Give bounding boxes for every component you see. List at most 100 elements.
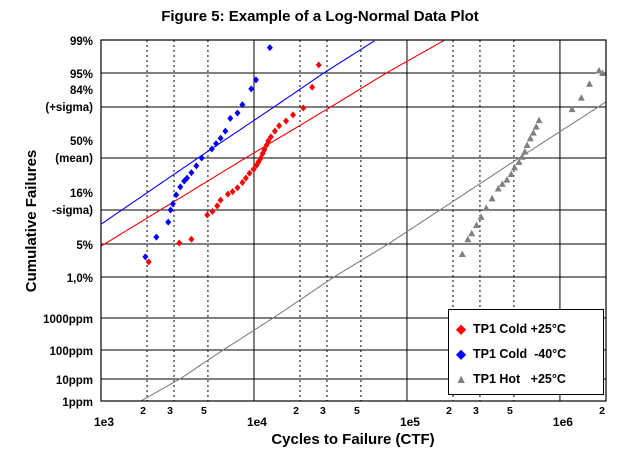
data-point [526, 134, 534, 142]
gray-triangle-marker-icon: ▲ [455, 371, 468, 386]
data-point [204, 211, 211, 219]
x-tick-label: 5 [354, 405, 360, 417]
data-point [252, 76, 259, 84]
data-point [188, 235, 195, 243]
fit-line-1 [100, 40, 375, 225]
data-point [523, 141, 531, 149]
data-point [224, 190, 231, 198]
data-point [498, 180, 506, 187]
x-tick-label: 2 [140, 405, 146, 417]
y-axis-label: Cumulative Failures [23, 150, 40, 293]
plot-frame [100, 39, 607, 402]
blue-diamond-marker-icon: ◆ [456, 347, 466, 361]
data-point [209, 208, 216, 216]
data-point [217, 196, 224, 204]
data-point [265, 137, 272, 145]
data-point [300, 104, 307, 112]
data-point [529, 129, 537, 136]
x-tick-label: 3 [473, 405, 479, 417]
data-point [142, 253, 149, 261]
data-point [229, 188, 236, 196]
fit-line-0 [100, 40, 445, 247]
data-point [568, 105, 576, 113]
x-tick-label: 5 [201, 405, 207, 417]
y-tick-label: 1,0% [67, 273, 93, 285]
data-point [283, 117, 290, 125]
legend-item-tp1-hot-25: ▲ TP1 Hot +25°C [449, 366, 603, 391]
x-axis-label: Cycles to Failure (CTF) [271, 431, 434, 448]
y-tick-label: 95% [70, 69, 93, 81]
legend-item-tp1-cold-minus-40: ◆ TP1 Cold -40°C [449, 341, 603, 366]
data-point [290, 111, 297, 119]
y-tick-label: 99% [70, 36, 93, 48]
data-point [464, 235, 472, 243]
data-point [535, 116, 543, 124]
data-point [208, 145, 215, 153]
data-point [309, 83, 316, 91]
legend-item-tp1-cold-25: ◆ TP1 Cold +25°C [449, 316, 603, 341]
data-point [511, 163, 519, 171]
legend-label: TP1 Cold +25°C [473, 321, 566, 336]
legend-label: TP1 Cold -40°C [473, 346, 567, 361]
x-tick-label: 2 [293, 405, 299, 417]
y-tick-label: 50% [70, 136, 93, 148]
x-tick-label: 2 [446, 405, 452, 417]
y-tick-labels: 1ppm 10ppm 100ppm 1000ppm 1,0% 5% 16% -sigma) 50… [43, 36, 93, 409]
data-point [585, 80, 593, 87]
y-tick-sublabel: (mean) [55, 153, 93, 165]
fit-line-2 [140, 101, 607, 402]
chart-title: Figure 5: Example of a Log-Normal Data P… [161, 8, 479, 25]
data-point [239, 178, 246, 186]
y-tick-label: 10ppm [56, 375, 93, 387]
legend-label: TP1 Hot +25°C [473, 371, 566, 386]
x-tick-label: 2 [599, 405, 605, 417]
y-tick-label: 1000ppm [43, 314, 93, 326]
y-tick-label: 84% [70, 85, 93, 97]
data-point [477, 213, 485, 220]
data-point [315, 61, 322, 69]
data-point [595, 67, 603, 74]
data-point [222, 127, 229, 135]
data-point [250, 165, 257, 173]
data-point [246, 169, 253, 177]
fit-lines [100, 40, 607, 402]
x-tick-label: 3 [167, 405, 173, 417]
data-points [142, 44, 607, 266]
data-point [458, 250, 466, 258]
y-tick-label: 16% [70, 188, 93, 200]
data-point [271, 127, 278, 135]
data-point [198, 154, 205, 162]
data-point [261, 146, 268, 154]
data-point [503, 176, 511, 183]
x-tick-label: 1e6 [553, 415, 573, 429]
x-tick-labels: 1e3 2 3 5 1e4 2 3 5 1e5 2 3 5 1e6 2 [94, 405, 605, 429]
data-point [145, 258, 152, 266]
data-point [193, 162, 200, 170]
y-tick-label: 100ppm [50, 346, 93, 358]
data-point [488, 194, 496, 202]
data-point [577, 94, 585, 101]
data-point [507, 170, 515, 177]
data-point [214, 202, 221, 210]
data-point [227, 114, 234, 122]
data-point [242, 174, 249, 182]
x-tick-label: 1e3 [94, 415, 114, 429]
x-tick-label: 1e5 [400, 415, 420, 429]
data-point [167, 206, 174, 214]
data-point [521, 148, 529, 155]
data-point [177, 183, 184, 191]
x-tick-label: 5 [507, 405, 513, 417]
data-point [266, 44, 273, 52]
data-point [217, 134, 224, 142]
data-point [239, 101, 246, 109]
data-point [468, 229, 476, 237]
data-point [153, 233, 160, 241]
data-point [515, 158, 523, 165]
y-tick-sublabel: -sigma) [52, 205, 93, 217]
data-point [276, 122, 283, 130]
data-point [188, 169, 195, 177]
data-point [267, 133, 274, 141]
data-point [473, 221, 481, 229]
x-tick-label: 3 [320, 405, 326, 417]
data-point [176, 239, 183, 247]
